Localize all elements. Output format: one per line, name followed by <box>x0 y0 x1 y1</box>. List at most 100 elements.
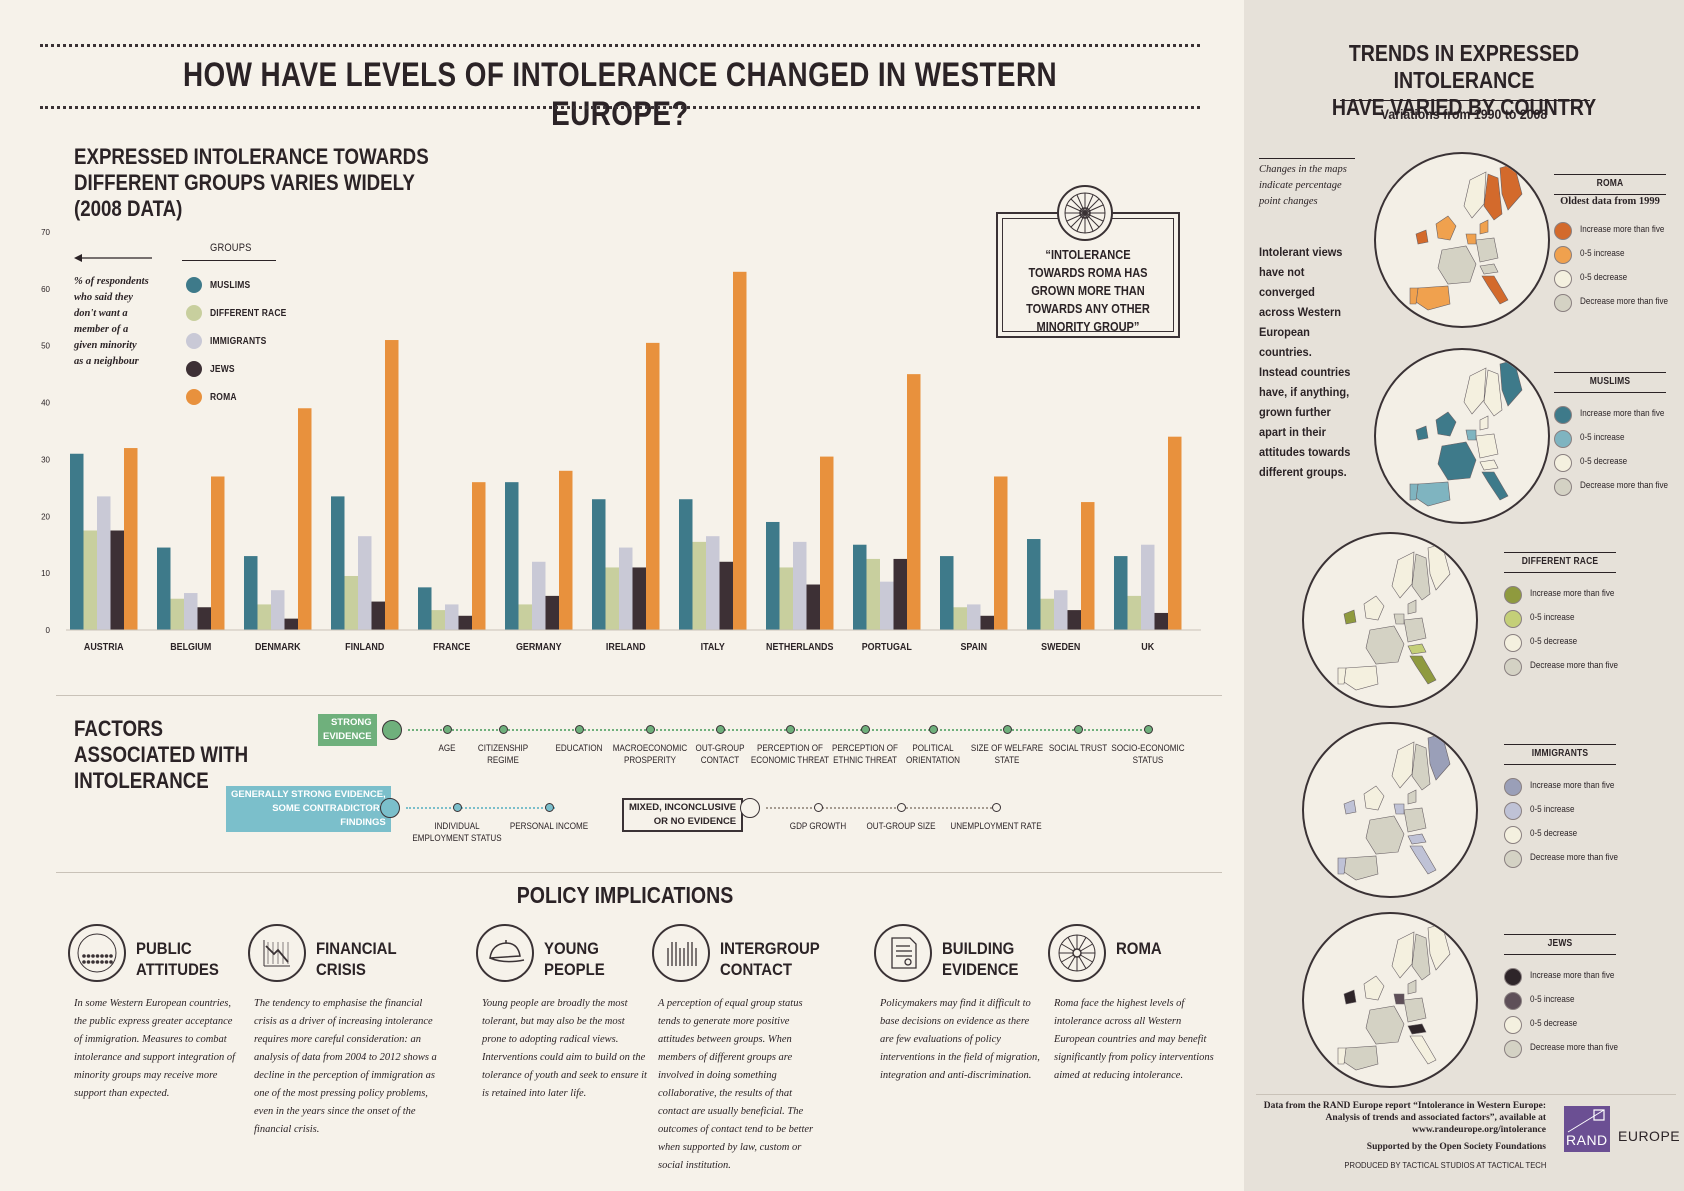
factor-label: PERCEPTION OF ETHNIC THREAT <box>814 743 916 767</box>
map-country-denmark <box>1407 789 1417 805</box>
policy-heading: ROMA <box>1116 938 1162 959</box>
rand-logo: RAND <box>1564 1106 1610 1152</box>
map-key-item: 0-5 decrease <box>1554 452 1684 476</box>
bar-immigrants <box>706 536 720 630</box>
map-key-label: Decrease more than five <box>1580 480 1668 491</box>
factor-label-line: OUT-GROUP SIZE <box>866 821 936 832</box>
factor-label: GDP GROWTH <box>767 821 869 833</box>
bar-immigrants <box>445 604 459 630</box>
map-note-line: indicate percentage <box>1259 180 1342 191</box>
factor-label-line: EDUCATION <box>555 743 603 754</box>
map-key-rule <box>1554 372 1666 373</box>
map-country-finland <box>1427 543 1451 591</box>
map-country-portugal <box>1337 1047 1347 1065</box>
map-country-benelux <box>1393 613 1405 625</box>
map-key-item: Decrease more than five <box>1504 848 1644 872</box>
axis-note-line: given minority <box>74 340 137 351</box>
tag-line: GENERALLY STRONG EVIDENCE, <box>231 789 386 800</box>
bar-different-race <box>605 567 619 630</box>
right-subtitle: Variations from 1990 to 2008 <box>1380 106 1548 122</box>
bar-different-race <box>953 607 967 630</box>
bar-different-race <box>1127 595 1141 630</box>
map-key-label: Increase more than five <box>1530 588 1615 599</box>
footer-line: Data from the RAND Europe report “Intole… <box>1263 1101 1546 1111</box>
map-key-swatch <box>1504 1040 1522 1058</box>
factor-label-line: SOCIO-ECONOMIC <box>1111 743 1185 754</box>
map-key-label: 0-5 increase <box>1580 432 1625 443</box>
y-tick-label: 60 <box>41 285 50 294</box>
tag-line: STRONG <box>330 717 372 728</box>
right-title-line: TRENDS IN EXPRESSED INTOLERANCE <box>1348 40 1580 93</box>
bar-different-race <box>257 604 271 630</box>
map-key-swatch <box>1504 826 1522 844</box>
factor-label: OUT-GROUP CONTACT <box>669 743 771 767</box>
right-title-line: HAVE VARIED BY COUNTRY <box>1331 94 1597 120</box>
factor-marker <box>646 725 655 734</box>
legend-item: ROMA <box>186 389 286 407</box>
bar-roma <box>559 470 573 630</box>
y-tick-label: 50 <box>41 342 50 351</box>
bar-jews <box>719 561 733 630</box>
factor-marker <box>786 725 795 734</box>
factors-title-line: FACTORS <box>74 716 164 741</box>
factor-label-line: PERCEPTION OF <box>757 743 823 754</box>
factor-label: INDIVIDUAL EMPLOYMENT STATUS <box>406 821 508 845</box>
map-country-germany <box>1403 997 1427 1023</box>
body-line: have not converged <box>1259 265 1315 299</box>
map-key-rule <box>1504 934 1616 935</box>
bar-roma <box>1168 436 1182 630</box>
bar-muslims <box>853 544 867 630</box>
legend-item: IMMIGRANTS <box>186 333 286 351</box>
x-tick-label: SPAIN <box>960 641 987 653</box>
policy-heading-line: INTERGROUP <box>720 939 820 958</box>
bar-jews <box>806 584 820 630</box>
y-tick-label: 20 <box>41 512 50 521</box>
map-country-norway <box>1391 741 1415 789</box>
page-title: HOW HAVE LEVELS OF INTOLERANCE CHANGED I… <box>182 56 1058 133</box>
policy-text: The tendency to emphasise the financial … <box>254 998 437 1135</box>
factor-label: MACROECONOMIC PROSPERITY <box>599 743 701 767</box>
factor-label-line: CITIZENSHIP <box>477 743 529 754</box>
map-country-germany <box>1475 433 1499 459</box>
map-country-spain <box>1343 1045 1379 1071</box>
x-tick-label: GERMANY <box>516 641 562 653</box>
bar-different-race <box>83 530 97 630</box>
bar-jews <box>980 615 994 630</box>
map-key-title: DIFFERENT RACE <box>1521 556 1599 567</box>
crowd-icon <box>68 924 126 982</box>
factor-marker <box>575 725 584 734</box>
policy-heading: PUBLIC ATTITUDES <box>136 938 219 980</box>
bar-muslims <box>679 499 693 630</box>
map-key-label: Increase more than five <box>1530 970 1615 981</box>
map-key-swatch <box>1504 992 1522 1010</box>
map-country-italy <box>1409 655 1437 685</box>
bar-roma <box>820 456 834 630</box>
map-country-spain <box>1343 855 1379 881</box>
map-key-label: Increase more than five <box>1530 780 1615 791</box>
map-country-finland <box>1427 733 1451 781</box>
quote-text: “INTOLERANCE TOWARDS ROMA HAS GROWN MORE… <box>1026 247 1150 334</box>
factor-marker <box>1003 725 1012 734</box>
factor-label-line: SOCIAL TRUST <box>1048 743 1108 754</box>
factor-marker <box>1074 725 1083 734</box>
axis-note-line: don't want a <box>74 308 128 319</box>
factors-title-line: INTOLERANCE <box>74 768 209 793</box>
map-key-item: Increase more than five <box>1554 404 1684 428</box>
bar-immigrants <box>97 496 111 630</box>
bar-different-race <box>779 567 793 630</box>
map-key-label: Increase more than five <box>1580 224 1665 235</box>
factor-label-line: INDIVIDUAL <box>434 821 480 832</box>
logo-suffix: EUROPE <box>1618 1128 1681 1144</box>
map-country-norway <box>1463 367 1487 415</box>
bar-muslims <box>592 499 606 630</box>
factor-marker <box>545 803 554 812</box>
tag-line: EVIDENCE <box>323 731 372 742</box>
map-key-item: 0-5 decrease <box>1504 824 1644 848</box>
y-tick-label: 0 <box>46 626 51 635</box>
map-country-uk <box>1363 975 1385 1001</box>
bar-roma <box>472 482 486 630</box>
policy-heading-line: PUBLIC <box>136 939 192 958</box>
map-key-swatch <box>1554 246 1572 264</box>
map-country-finland <box>1499 359 1523 407</box>
hands-icon <box>652 924 710 982</box>
